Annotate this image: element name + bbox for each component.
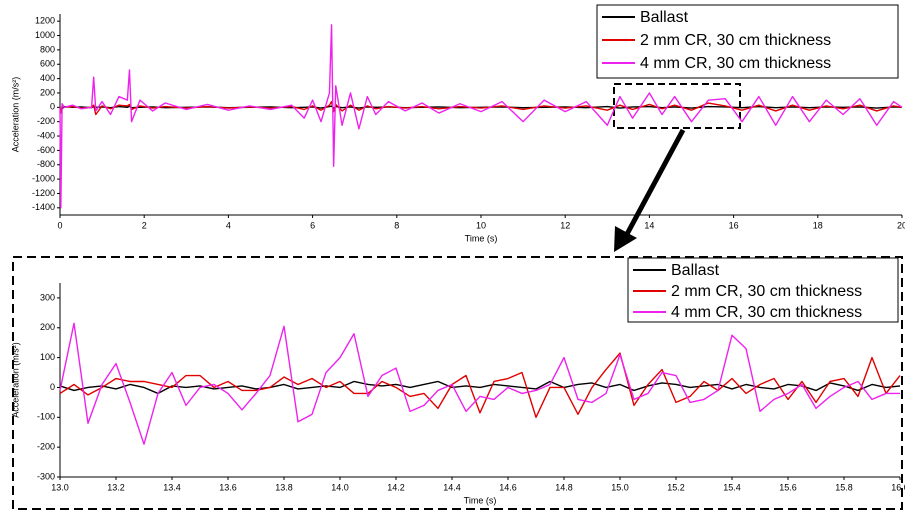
x-tick-label: 14.6 (499, 482, 517, 492)
zoom-arrow-head (614, 226, 637, 252)
x-tick-label: 15.8 (835, 482, 853, 492)
x-axis-label: Time (s) (464, 495, 497, 505)
x-axis-label: Time (s) (465, 233, 498, 243)
y-tick-label: -400 (37, 130, 55, 140)
x-tick-label: 12 (560, 220, 570, 230)
zoom-arrow (623, 128, 686, 238)
y-tick-label: -800 (37, 159, 55, 169)
legend: Ballast 2 mm CR, 30 cm thickness 4 mm CR, … (627, 257, 899, 323)
x-tick-label: 13.4 (163, 482, 181, 492)
x-tick-label: 14.0 (331, 482, 349, 492)
y-tick-label: 100 (40, 352, 55, 362)
x-tick-label: 15.4 (723, 482, 741, 492)
y-tick-label: 1200 (35, 16, 55, 26)
series-line (59, 322, 900, 445)
legend-box (596, 4, 899, 79)
y-tick-label: 0 (50, 382, 55, 392)
legend-box (627, 257, 899, 323)
y-tick-label: -600 (37, 145, 55, 155)
x-tick-label: 13.6 (219, 482, 237, 492)
x-tick-label: 15.0 (611, 482, 629, 492)
x-tick-label: 4 (226, 220, 231, 230)
y-tick-label: 400 (40, 73, 55, 83)
y-tick-label: 800 (40, 44, 55, 54)
legend-label: 4 mm CR, 30 cm thickness (640, 55, 831, 72)
y-axis-label: Acceleration (m/s²) (10, 342, 20, 418)
x-tick-label: 13.0 (51, 482, 69, 492)
x-tick-label: 10 (476, 220, 486, 230)
x-tick-label: 14.8 (555, 482, 573, 492)
y-tick-label: -1400 (32, 202, 55, 212)
legend-label: 2 mm CR, 30 cm thickness (640, 32, 831, 49)
y-tick-label: -300 (37, 471, 55, 481)
x-tick-label: 2 (142, 220, 147, 230)
series-line (59, 100, 903, 116)
x-tick-label: 16.0 (891, 482, 905, 492)
y-tick-label: 200 (40, 87, 55, 97)
y-tick-label: -200 (37, 442, 55, 452)
series-line (59, 352, 901, 419)
series-line (59, 380, 901, 395)
x-tick-label: 6 (310, 220, 315, 230)
y-tick-label: 300 (40, 292, 55, 302)
x-tick-label: 20 (897, 220, 905, 230)
legend: Ballast 2 mm CR, 30 cm thickness 4 mm CR, … (596, 4, 899, 79)
y-tick-label: 200 (40, 322, 55, 332)
x-tick-label: 15.6 (779, 482, 797, 492)
legend-label: Ballast (640, 9, 689, 26)
x-tick-label: 13.2 (107, 482, 125, 492)
y-tick-label: 0 (50, 102, 55, 112)
x-tick-label: 15.2 (667, 482, 685, 492)
legend-label: 4 mm CR, 30 cm thickness (671, 304, 862, 321)
zoom-box (613, 83, 741, 129)
y-tick-label: -100 (37, 412, 55, 422)
y-tick-label: -1200 (32, 188, 55, 198)
x-tick-label: 8 (394, 220, 399, 230)
y-axis-label: Acceleration (m/s²) (10, 77, 20, 153)
series-line (59, 24, 903, 209)
legend-label: 2 mm CR, 30 cm thickness (671, 283, 862, 300)
x-tick-label: 14 (644, 220, 654, 230)
y-tick-label: -200 (37, 116, 55, 126)
x-tick-label: 16 (729, 220, 739, 230)
x-tick-label: 13.8 (275, 482, 293, 492)
x-tick-label: 0 (57, 220, 62, 230)
legend-label: Ballast (671, 262, 720, 279)
y-tick-label: 600 (40, 59, 55, 69)
series-line (59, 105, 903, 112)
x-tick-label: 14.4 (443, 482, 461, 492)
x-tick-label: 14.2 (387, 482, 405, 492)
y-tick-label: -1000 (32, 173, 55, 183)
y-tick-label: 1000 (35, 30, 55, 40)
x-tick-label: 18 (813, 220, 823, 230)
zoom-frame (12, 256, 903, 510)
